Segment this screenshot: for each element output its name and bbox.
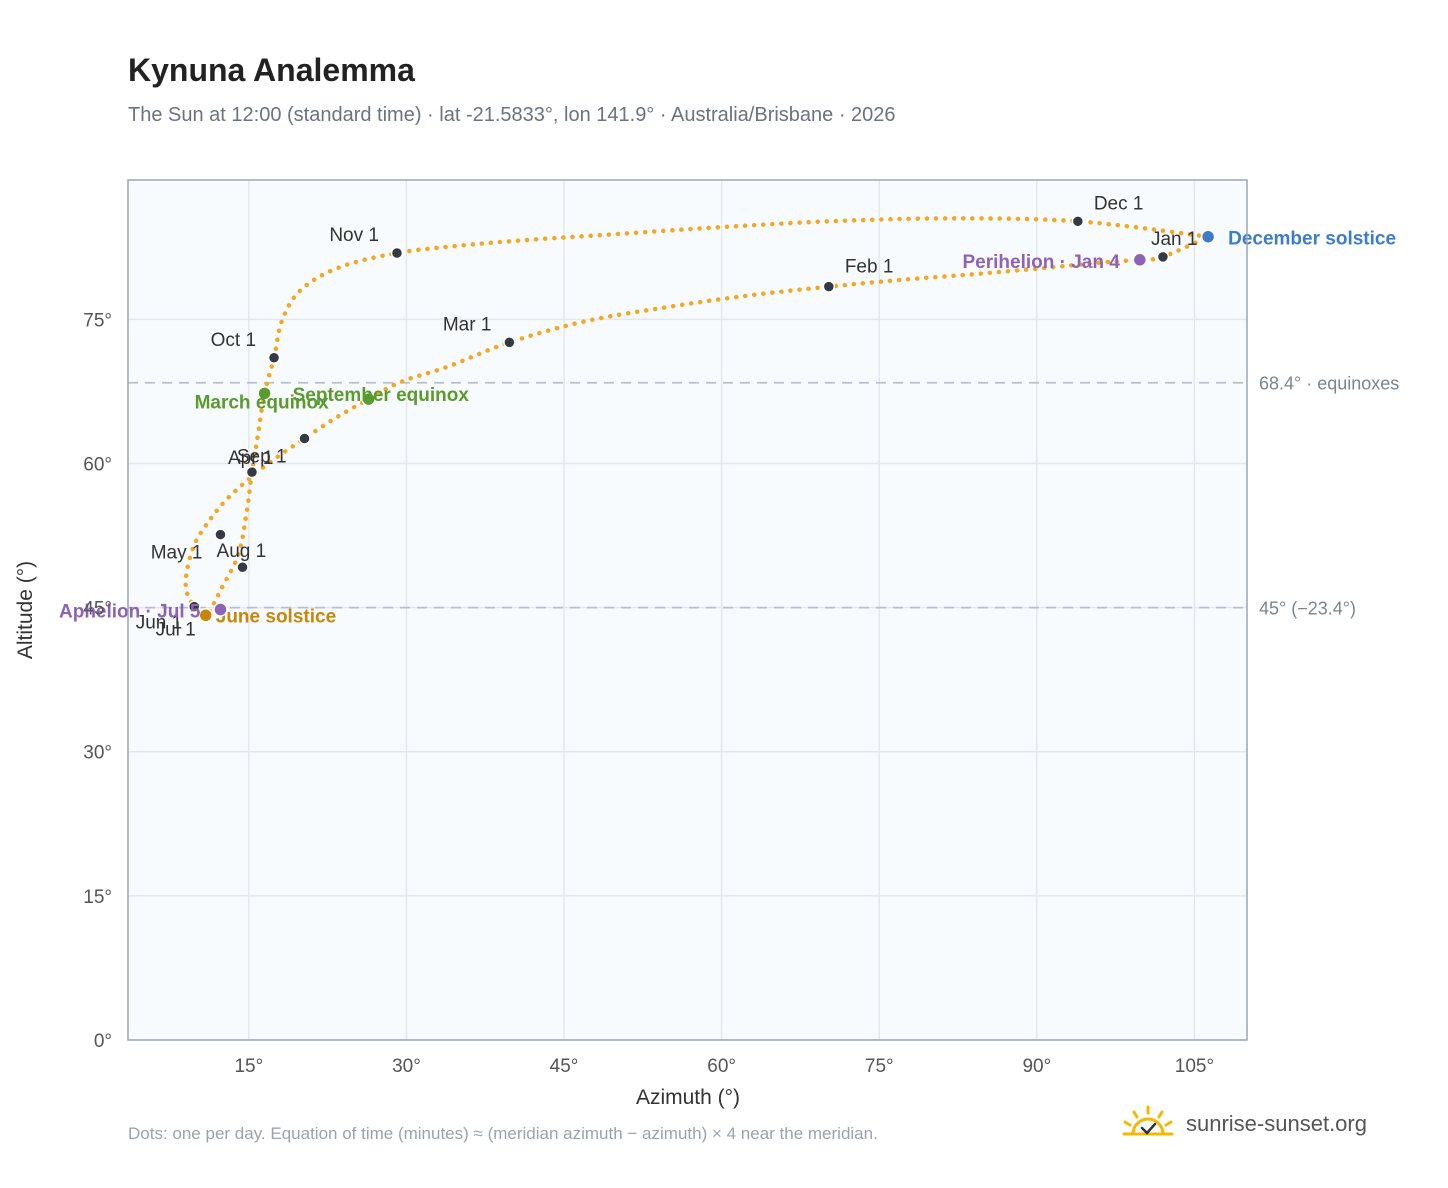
brand[interactable]: sunrise-sunset.org	[1120, 1102, 1367, 1146]
month-label: Sep 1	[237, 446, 287, 467]
month-label: Mar 1	[443, 314, 492, 335]
event-marker	[1200, 229, 1216, 244]
x-axis-label: Azimuth (°)	[636, 1086, 740, 1109]
sun-logo-icon	[1122, 1105, 1174, 1136]
month-marker	[214, 528, 227, 541]
x-tick-label: 30°	[392, 1056, 421, 1077]
month-label: Jan 1	[1151, 229, 1197, 250]
month-marker	[390, 246, 404, 260]
footnote: Dots: one per day. Equation of time (min…	[128, 1124, 878, 1143]
month-label: May 1	[151, 543, 203, 564]
x-tick-label: 45°	[550, 1056, 579, 1077]
month-marker	[1156, 250, 1170, 264]
month-label: Jul 1	[156, 619, 196, 640]
event-label: Aphelion · Jul 5	[59, 602, 201, 623]
event-label: September equinox	[293, 385, 470, 406]
event-label: Perihelion · Jan 4	[963, 252, 1121, 273]
month-marker	[236, 560, 249, 574]
x-tick-label: 90°	[1022, 1056, 1051, 1077]
month-marker	[245, 465, 259, 479]
analemma-curve	[183, 216, 1211, 619]
month-marker	[267, 351, 281, 365]
y-tick-label: 75°	[83, 310, 112, 331]
grid	[128, 180, 1247, 1041]
month-label: Nov 1	[329, 225, 379, 246]
brand-name: sunrise-sunset.org	[1186, 1111, 1367, 1136]
reference-line-label: 68.4° · equinoxes	[1259, 374, 1399, 394]
month-label: Oct 1	[211, 330, 256, 351]
event-marker	[213, 602, 228, 617]
event-marker	[198, 608, 214, 623]
event-label: June solstice	[216, 606, 336, 627]
x-tick-label: 105°	[1175, 1056, 1214, 1077]
y-tick-label: 30°	[83, 743, 112, 764]
y-tick-label: 45°	[83, 599, 112, 620]
event-marker	[257, 386, 272, 401]
daily-dots-path	[183, 216, 1211, 619]
event-marker	[1132, 252, 1148, 268]
month-label: Jun 1	[136, 613, 182, 634]
event-marker	[361, 391, 376, 407]
y-tick-label: 60°	[83, 454, 112, 475]
chart-title: Kynuna Analemma	[128, 52, 415, 88]
plot-area	[128, 180, 1247, 1040]
y-axis-label: Altitude (°)	[14, 561, 37, 659]
event-label: March equinox	[195, 392, 330, 413]
y-tick-label: 0°	[94, 1031, 112, 1052]
month-label: Dec 1	[1094, 193, 1144, 214]
y-tick-label: 15°	[83, 887, 112, 908]
month-marker	[298, 432, 311, 445]
event-label: December solstice	[1228, 229, 1396, 250]
reference-line-label: 45° (−23.4°)	[1259, 599, 1356, 619]
month-marker	[187, 600, 201, 613]
axis-ticks: 15° 30° 45° 60° 75° 90° 105° 0° 15° 30° 45° 60° 75°	[83, 310, 1214, 1077]
x-tick-label: 60°	[707, 1056, 736, 1077]
x-tick-label: 15°	[234, 1056, 263, 1077]
month-marker	[822, 280, 836, 293]
plot-frame	[127, 179, 1248, 1041]
month-label: Feb 1	[845, 257, 894, 278]
chart-subtitle: The Sun at 12:00 (standard time) · lat -…	[128, 104, 896, 126]
x-tick-label: 75°	[865, 1056, 894, 1077]
month-marker	[1071, 215, 1085, 228]
month-marker	[503, 336, 516, 349]
reference-lines: 68.4° · equinoxes 45° (−23.4°)	[128, 374, 1399, 619]
month-label: Aug 1	[217, 541, 267, 562]
month-label: Apr 1	[228, 448, 273, 469]
